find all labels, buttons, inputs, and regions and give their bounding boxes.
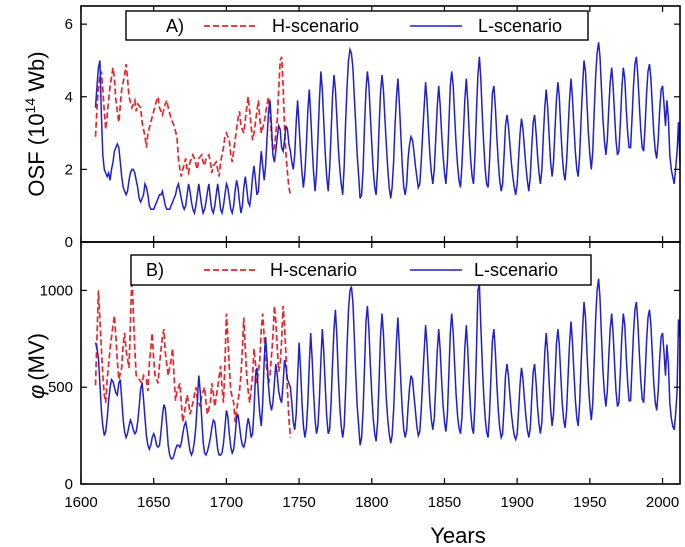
x-tick-label: 1900 bbox=[500, 494, 533, 511]
panel-b-y-tick-label: 1000 bbox=[40, 282, 73, 299]
panel-a: 0 2 4 6 bbox=[65, 5, 681, 251]
panel-a-legend-label: A) bbox=[166, 16, 184, 36]
panel-b-y-tick-label: 500 bbox=[48, 379, 73, 396]
panel-a-y-tick-label: 0 bbox=[65, 234, 73, 251]
x-tick-label: 1750 bbox=[282, 494, 315, 511]
x-tick-label: 1650 bbox=[137, 494, 170, 511]
panel-b-y-tick-label: 0 bbox=[65, 476, 73, 493]
x-tick-label: 1600 bbox=[64, 494, 97, 511]
panel-a-y-tick-label: 4 bbox=[65, 89, 73, 106]
panel-a-legend-h-name: H-scenario bbox=[272, 16, 359, 36]
panel-a-y-axis-title-main: OSF (10 bbox=[24, 113, 49, 196]
panel-a-legend-l-name: L-scenario bbox=[478, 16, 562, 36]
panel-b-frame bbox=[80, 241, 681, 485]
panel-b-legend-h-name: H-scenario bbox=[270, 260, 357, 280]
panel-b-y-axis-title: φ (MV) bbox=[24, 333, 49, 399]
panel-b-y-axis-title-main: (MV) bbox=[24, 333, 49, 381]
x-tick-label: 1950 bbox=[573, 494, 606, 511]
x-axis: 1600 1650 1700 1750 1800 1850 1900 1950 2000 bbox=[64, 494, 679, 511]
panel-b: 0 500 1000 bbox=[40, 241, 681, 493]
panel-b-legend-label: B) bbox=[146, 260, 164, 280]
x-axis-title: Years bbox=[430, 523, 485, 547]
panel-a-y-axis-title-exponent: 14 bbox=[22, 98, 38, 114]
panel-b-series-l-line bbox=[94, 278, 681, 460]
x-tick-label: 1700 bbox=[210, 494, 243, 511]
panel-a-legend: A) H-scenario L-scenario bbox=[125, 10, 589, 41]
panel-a-y-tick-label: 2 bbox=[65, 161, 73, 178]
panel-a-y-axis-title-unit: Wb) bbox=[24, 51, 49, 97]
panel-a-series-h-line bbox=[94, 56, 292, 195]
panel-a-series-l-line bbox=[94, 42, 681, 216]
x-tick-label: 2000 bbox=[646, 494, 679, 511]
panel-a-y-axis-title: OSF (1014 Wb) bbox=[22, 51, 49, 196]
panel-b-y-axis-symbol: φ bbox=[24, 385, 49, 399]
x-tick-label: 1800 bbox=[355, 494, 388, 511]
panel-b-series-h-line bbox=[94, 274, 292, 438]
panel-b-legend-l-name: L-scenario bbox=[474, 260, 558, 280]
panel-b-legend: B) H-scenario L-scenario bbox=[130, 254, 592, 286]
panel-a-legend-box bbox=[125, 10, 589, 41]
panel-a-y-tick-label: 6 bbox=[65, 16, 73, 33]
x-tick-label: 1850 bbox=[428, 494, 461, 511]
